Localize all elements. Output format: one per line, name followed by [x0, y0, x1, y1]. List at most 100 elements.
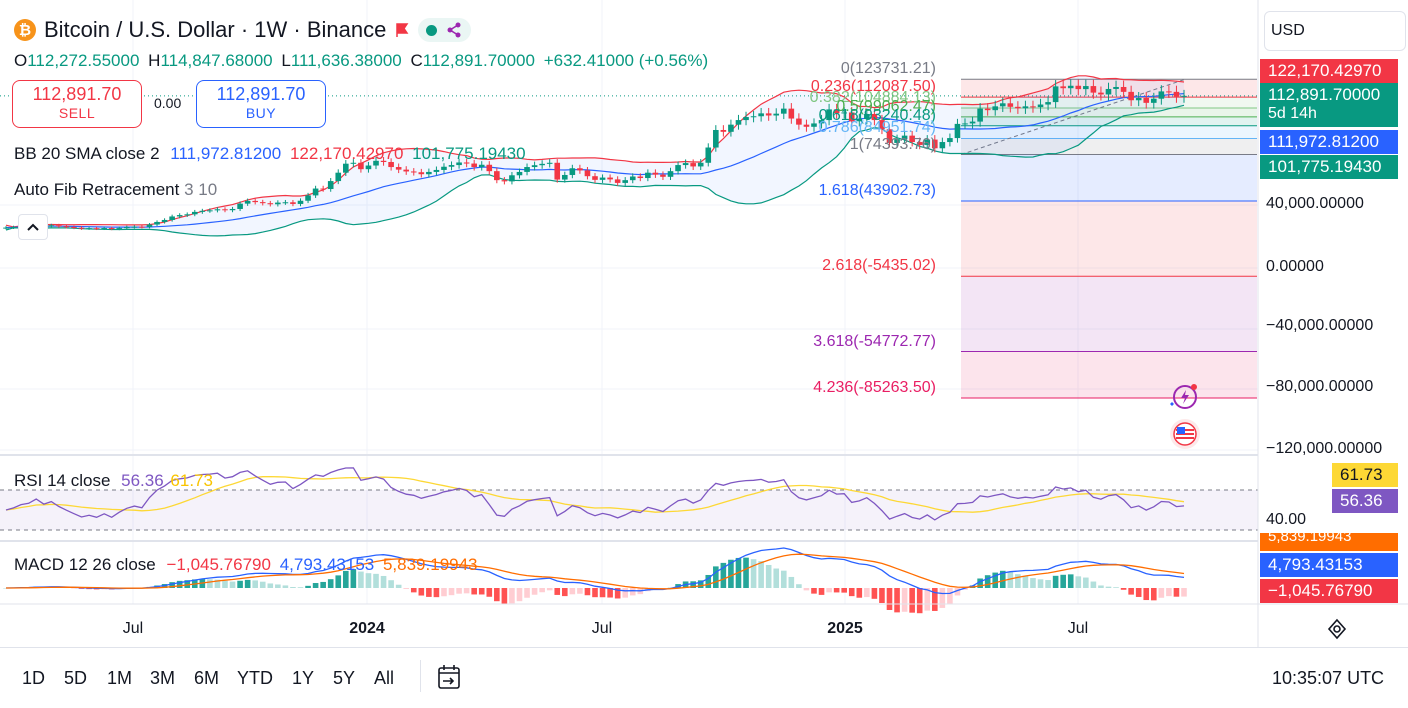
- macd-hist-bar: [244, 579, 251, 588]
- timeframe-button-all[interactable]: All: [374, 668, 395, 688]
- symbol-header[interactable]: ₿ Bitcoin / U.S. Dollar · 1W · Binance: [14, 17, 472, 43]
- buy-button[interactable]: 112,891.70 BUY: [196, 80, 326, 128]
- sell-price: 112,891.70: [32, 84, 122, 104]
- rsi-ma-tag: 61.73: [1332, 463, 1398, 487]
- candle-body: [1090, 86, 1097, 93]
- candle: [833, 103, 840, 119]
- macd-hist-bar: [667, 587, 674, 588]
- timeframe-button-6m[interactable]: 6M: [194, 668, 220, 688]
- ai-assistant-icon[interactable]: [1168, 382, 1198, 412]
- sell-button[interactable]: 112,891.70 SELL: [12, 80, 142, 128]
- chart-settings-icon[interactable]: [1325, 617, 1349, 646]
- currency-select[interactable]: USD: [1264, 11, 1406, 51]
- macd-hist-bar: [614, 588, 621, 599]
- buy-label: BUY: [245, 105, 277, 121]
- candle: [977, 103, 983, 127]
- candle: [388, 158, 394, 171]
- timeframe-button-1m[interactable]: 1M: [107, 668, 133, 688]
- candle-body: [380, 160, 387, 163]
- candle-body: [1037, 104, 1044, 108]
- timeframe-button-1y[interactable]: 1Y: [292, 668, 315, 688]
- candle-body: [1150, 98, 1157, 103]
- candle-body: [645, 172, 651, 179]
- macd-hist-bar: [222, 580, 228, 588]
- candle-body: [3, 227, 9, 229]
- candle-body: [101, 228, 107, 230]
- timeframe-button-5y[interactable]: 5Y: [333, 668, 356, 688]
- macd-hist-bar: [697, 580, 704, 588]
- last-price-value: 112,891.70000: [1268, 85, 1381, 104]
- candle-body: [63, 226, 70, 228]
- high-value: 114,847.68000: [160, 51, 273, 70]
- candle: [894, 134, 900, 148]
- candle: [992, 100, 999, 116]
- utc-clock[interactable]: 10:35:07 UTC: [1272, 668, 1385, 688]
- candle-body: [365, 165, 372, 170]
- macd-hist-bar: [977, 578, 983, 588]
- candle-body: [735, 120, 742, 125]
- macd-hist-bar: [350, 569, 357, 588]
- candle: [509, 172, 515, 185]
- candle: [78, 226, 85, 230]
- chevron-up-icon: [27, 223, 39, 231]
- candle: [63, 224, 70, 229]
- macd-hist-bar: [962, 588, 968, 590]
- candle-body: [1158, 91, 1165, 99]
- collapse-legend-button[interactable]: [18, 214, 48, 240]
- candle-body: [916, 142, 923, 145]
- candle-body: [1143, 97, 1150, 103]
- candle-body: [637, 176, 644, 179]
- macd-hist-bar: [765, 564, 772, 588]
- candle-body: [403, 169, 410, 172]
- flag-icon[interactable]: [394, 22, 410, 38]
- candle: [116, 226, 123, 231]
- macd-hist-bar: [1045, 580, 1051, 588]
- candle: [539, 160, 545, 169]
- macd-hist-bar: [1022, 575, 1029, 588]
- fib-legend[interactable]: Auto Fib Retracement 3 10: [14, 180, 218, 199]
- candle: [584, 166, 591, 180]
- calendar-goto-icon: [438, 665, 460, 689]
- candle-body: [1030, 106, 1036, 108]
- macd-hist-bar: [848, 588, 855, 597]
- candle: [901, 130, 908, 144]
- date-range-button[interactable]: [434, 662, 464, 697]
- bar-countdown: 5d 14h: [1268, 105, 1317, 122]
- timeframe-button-ytd[interactable]: YTD: [237, 668, 273, 688]
- candle-body: [78, 227, 85, 229]
- candle-body: [705, 147, 712, 163]
- candle-body: [773, 113, 780, 116]
- candle-body: [969, 121, 976, 124]
- macd-legend[interactable]: MACD 12 26 close −1,045.76790 4,793.4315…: [14, 555, 478, 574]
- candle-body: [244, 200, 251, 204]
- bitcoin-logo-icon: ₿: [14, 19, 36, 41]
- candle: [864, 108, 870, 125]
- rsi-legend[interactable]: RSI 14 close 56.36 61.73: [14, 471, 213, 490]
- change-value: +632.41000 (+0.56%): [543, 51, 709, 70]
- candle-body: [305, 195, 311, 201]
- candle: [403, 166, 410, 175]
- macd-hist-bar: [456, 588, 462, 594]
- candle: [433, 166, 440, 176]
- time-label-2025: 2025: [827, 620, 863, 637]
- candle: [818, 114, 825, 129]
- us-flag-icon[interactable]: [1170, 419, 1200, 449]
- timeframe-button-1d[interactable]: 1D: [22, 668, 46, 688]
- candle: [395, 163, 402, 174]
- candle-body: [343, 163, 349, 173]
- bb-fill: [6, 75, 1184, 236]
- candle-body: [237, 203, 243, 209]
- candle-body: [954, 123, 961, 139]
- macd-hist-bar: [395, 584, 402, 588]
- candle-body: [350, 162, 357, 164]
- status-pill[interactable]: [418, 18, 472, 42]
- macd-hist-bar: [433, 588, 440, 598]
- macd-hist-bar: [237, 580, 243, 588]
- bb-legend[interactable]: BB 20 SMA close 2 111,972.81200 122,170.…: [14, 144, 526, 163]
- timeframe-button-3m[interactable]: 3M: [150, 668, 176, 688]
- candle-body: [788, 108, 795, 119]
- fib-zone: [961, 116, 1257, 126]
- timeframe-button-5d[interactable]: 5D: [64, 668, 88, 688]
- candle: [320, 185, 326, 192]
